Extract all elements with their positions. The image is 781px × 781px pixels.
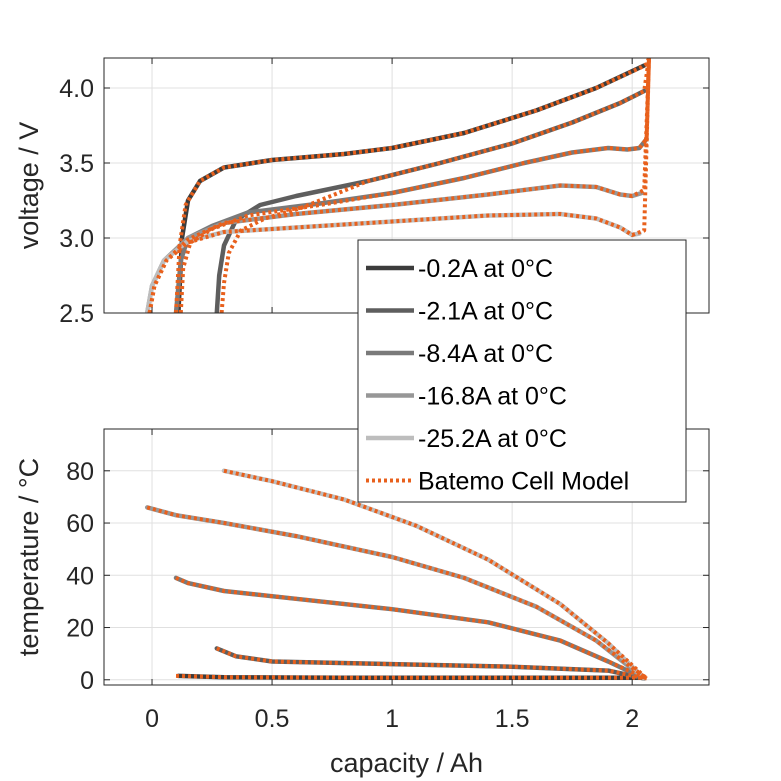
voltage-panel: 2.5 3.0 3.5 4.0 voltage / V: [14, 57, 710, 328]
model-line-0: [174, 58, 651, 313]
model-line-1: [219, 58, 651, 313]
legend-label: -16.8A at 0°C: [418, 383, 567, 411]
series-line-3: [144, 505, 647, 681]
y-tick-label: 3.5: [59, 150, 94, 178]
model-line-2: [175, 576, 648, 681]
x-tick-label: 0: [145, 705, 159, 733]
y-axis-label: temperature / °C: [14, 458, 44, 656]
plot-area: [144, 468, 648, 681]
legend-label: -0.2A at 0°C: [418, 255, 553, 283]
y-tick-label: 40: [66, 562, 94, 590]
model-line-1: [216, 646, 648, 681]
model-line-2: [178, 58, 651, 313]
y-axis-label: voltage / V: [14, 122, 44, 250]
legend-label: -2.1A at 0°C: [418, 298, 553, 326]
x-tick-label: 2: [625, 705, 639, 733]
y-tick-label: 2.5: [59, 300, 94, 328]
legend-label: -8.4A at 0°C: [418, 340, 553, 368]
y-tick-label: 0: [80, 667, 94, 695]
x-tick-label: 1.5: [495, 705, 530, 733]
legend: -0.2A at 0°C -2.1A at 0°C -8.4A at 0°C -16.…: [357, 239, 687, 503]
series-line-1: [214, 88, 647, 313]
y-tick-label: 4.0: [59, 75, 94, 103]
y-tick-label: 80: [66, 458, 94, 486]
y-tick-label: 20: [66, 615, 94, 643]
legend-label: -25.2A at 0°C: [418, 425, 567, 453]
legend-label: Batemo Cell Model: [418, 468, 629, 496]
x-tick-label: 1: [385, 705, 399, 733]
y-tick-label: 60: [66, 510, 94, 538]
legend-box: [357, 239, 687, 503]
x-axis-label: capacity / Ah: [330, 748, 483, 778]
x-tick-label: 0.5: [255, 705, 290, 733]
model-line-4: [223, 468, 648, 680]
y-tick-label: 3.0: [59, 225, 94, 253]
plot-area: [144, 58, 651, 313]
model-line-4: [147, 58, 651, 313]
